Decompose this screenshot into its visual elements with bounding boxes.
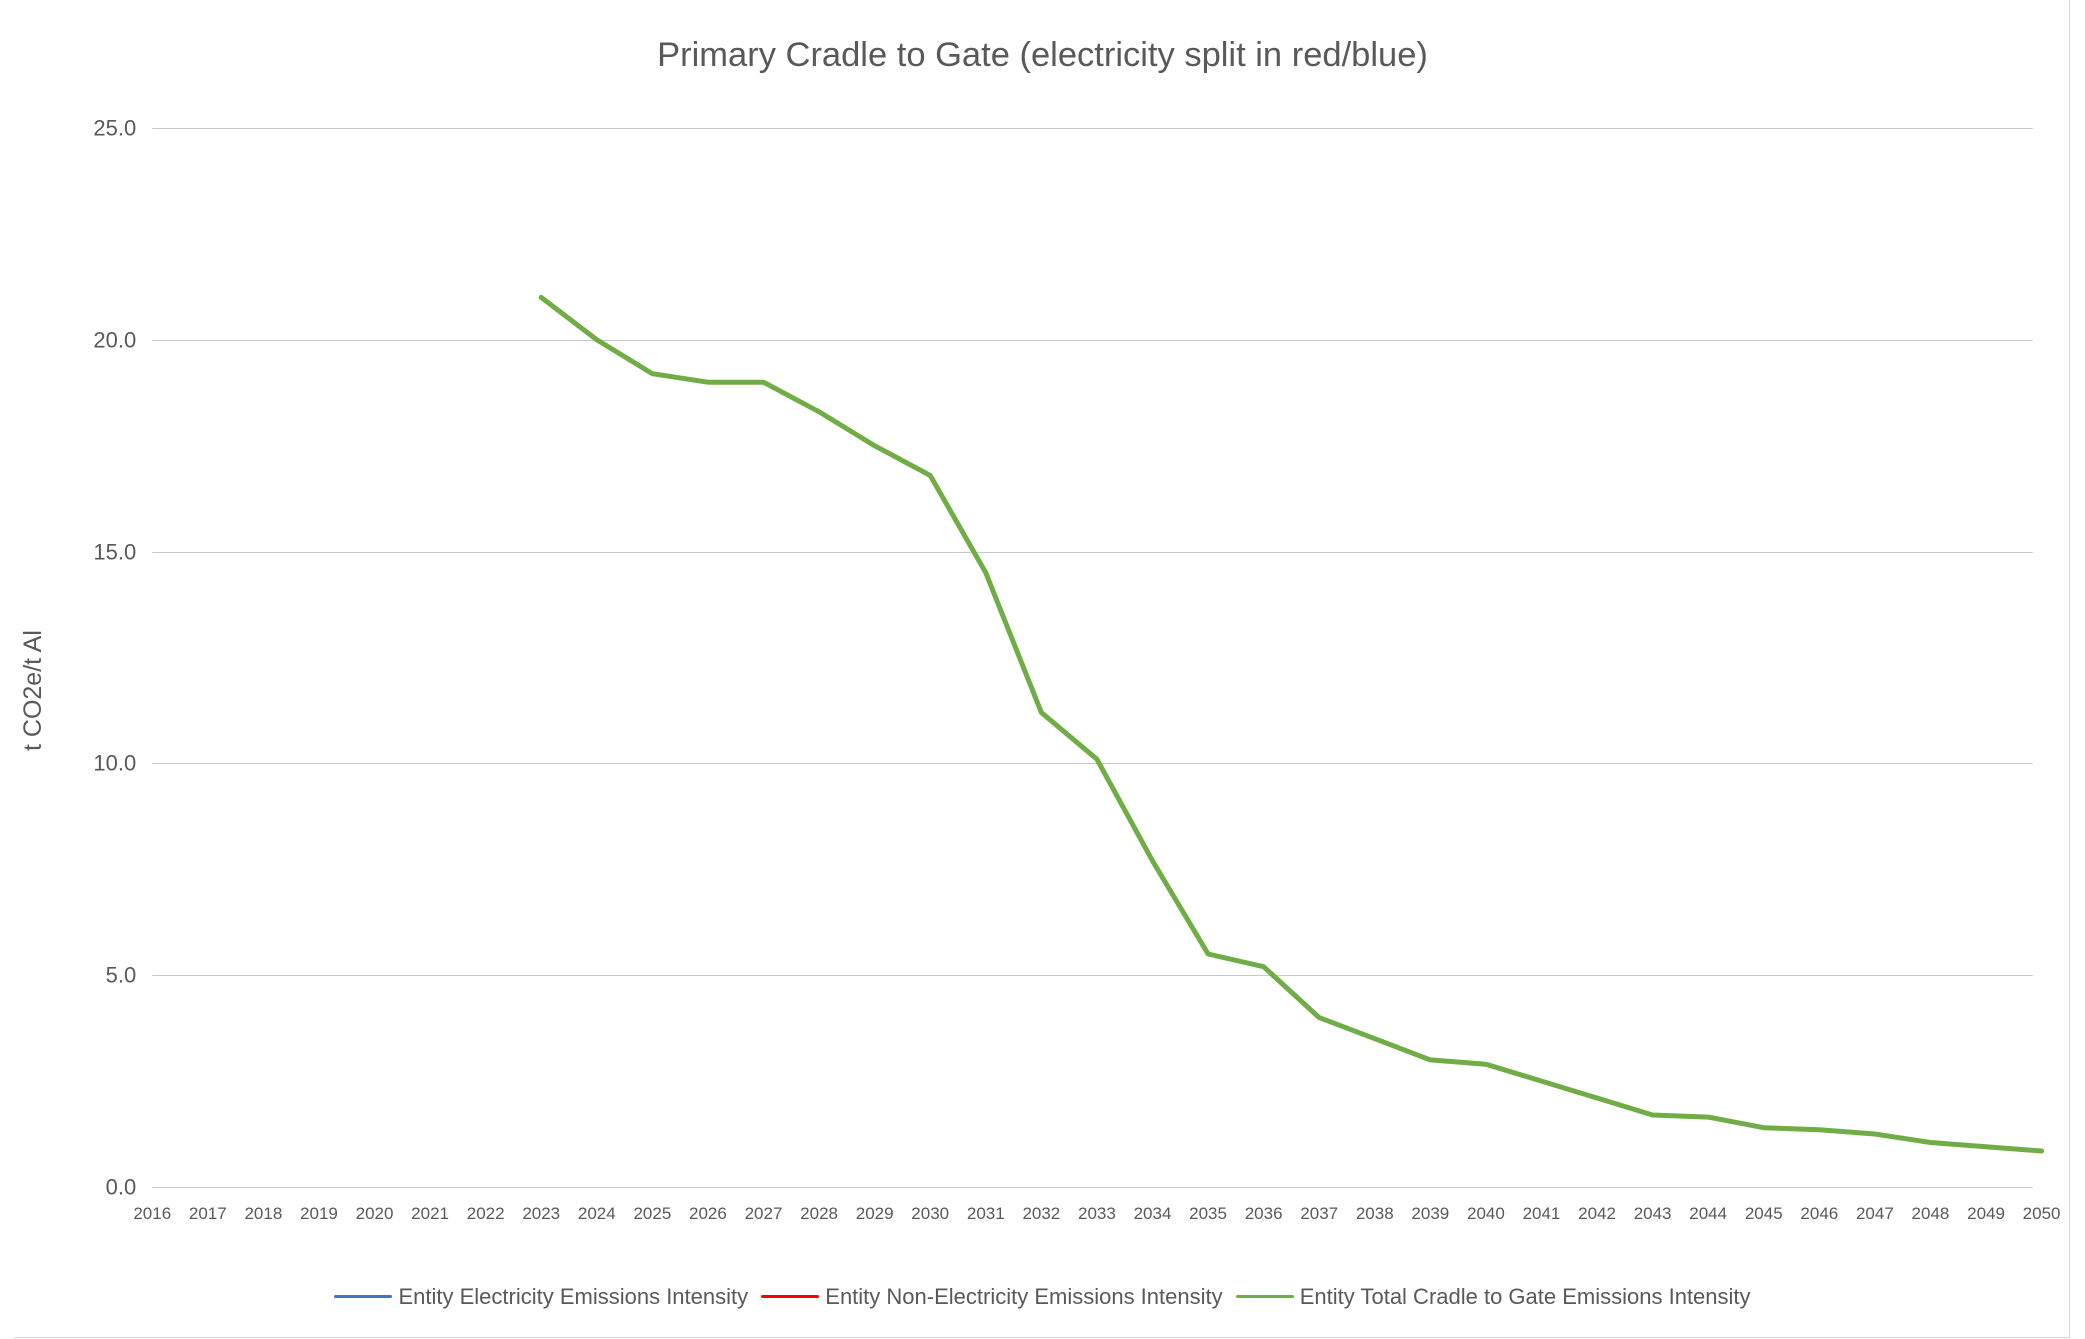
- svg-text:2046: 2046: [1800, 1204, 1838, 1223]
- svg-text:2026: 2026: [689, 1204, 727, 1223]
- svg-text:2034: 2034: [1134, 1204, 1172, 1223]
- svg-text:2031: 2031: [967, 1204, 1005, 1223]
- svg-text:2044: 2044: [1689, 1204, 1727, 1223]
- svg-text:2038: 2038: [1356, 1204, 1394, 1223]
- svg-text:2021: 2021: [411, 1204, 449, 1223]
- svg-text:2048: 2048: [1912, 1204, 1950, 1223]
- svg-text:2020: 2020: [356, 1204, 394, 1223]
- svg-text:2032: 2032: [1022, 1204, 1060, 1223]
- svg-text:5.0: 5.0: [106, 963, 137, 988]
- svg-text:15.0: 15.0: [93, 540, 136, 565]
- svg-text:2050: 2050: [2023, 1204, 2061, 1223]
- svg-text:2025: 2025: [633, 1204, 671, 1223]
- svg-text:2022: 2022: [467, 1204, 505, 1223]
- svg-text:0.0: 0.0: [106, 1175, 137, 1200]
- svg-text:2029: 2029: [856, 1204, 894, 1223]
- svg-text:2040: 2040: [1467, 1204, 1505, 1223]
- svg-text:10.0: 10.0: [93, 751, 136, 776]
- svg-text:2049: 2049: [1967, 1204, 2005, 1223]
- svg-text:2028: 2028: [800, 1204, 838, 1223]
- svg-text:2018: 2018: [244, 1204, 282, 1223]
- svg-text:2043: 2043: [1634, 1204, 1672, 1223]
- svg-text:2019: 2019: [300, 1204, 338, 1223]
- svg-text:2017: 2017: [189, 1204, 227, 1223]
- svg-text:2039: 2039: [1411, 1204, 1449, 1223]
- svg-text:2045: 2045: [1745, 1204, 1783, 1223]
- svg-text:2036: 2036: [1245, 1204, 1283, 1223]
- svg-text:2016: 2016: [133, 1204, 171, 1223]
- svg-text:25.0: 25.0: [93, 116, 136, 141]
- svg-text:2033: 2033: [1078, 1204, 1116, 1223]
- svg-text:2024: 2024: [578, 1204, 616, 1223]
- svg-text:2027: 2027: [745, 1204, 783, 1223]
- svg-text:2023: 2023: [522, 1204, 560, 1223]
- svg-text:2042: 2042: [1578, 1204, 1616, 1223]
- svg-text:2047: 2047: [1856, 1204, 1894, 1223]
- svg-text:20.0: 20.0: [93, 328, 136, 353]
- svg-text:2030: 2030: [911, 1204, 949, 1223]
- svg-text:2041: 2041: [1523, 1204, 1561, 1223]
- svg-text:2037: 2037: [1300, 1204, 1338, 1223]
- svg-text:2035: 2035: [1189, 1204, 1227, 1223]
